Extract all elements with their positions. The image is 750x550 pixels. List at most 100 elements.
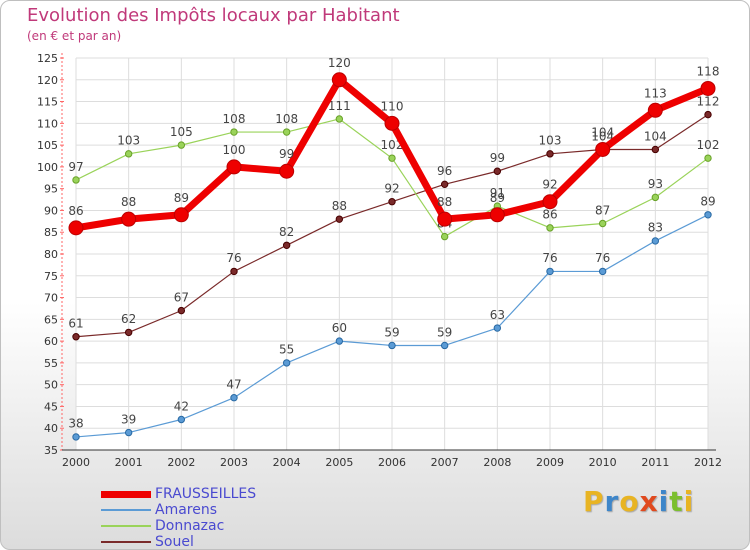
data-point-frausseilles [68, 220, 84, 236]
data-point-amarens [704, 211, 712, 219]
proxiti-logo: Proxiti [583, 485, 695, 518]
data-label-donnazac: 91 [490, 186, 505, 200]
data-point-frausseilles [121, 211, 137, 227]
data-label-amarens: 39 [121, 412, 136, 426]
x-tick-label: 2005 [325, 456, 353, 469]
data-point-frausseilles [331, 72, 347, 88]
x-tick-label: 2006 [378, 456, 406, 469]
data-label-donnazac: 108 [275, 112, 298, 126]
data-point-souel [546, 150, 554, 158]
data-label-amarens: 55 [279, 343, 294, 357]
data-label-amarens: 63 [490, 308, 505, 322]
data-point-amarens [651, 237, 660, 245]
y-tick-label: 110 [37, 117, 58, 130]
data-label-donnazac: 93 [648, 177, 663, 191]
y-tick-label: 105 [37, 139, 58, 152]
legend-label: Souel [155, 534, 194, 550]
data-label-frausseilles: 92 [542, 178, 557, 192]
data-point-souel [388, 198, 396, 206]
x-tick-label: 2010 [589, 456, 617, 469]
data-point-amarens [72, 433, 80, 441]
data-point-donnazac [124, 150, 133, 158]
data-label-frausseilles: 89 [490, 191, 505, 205]
data-label-frausseilles: 99 [279, 147, 294, 161]
y-tick-label: 125 [37, 52, 58, 65]
data-label-souel: 62 [121, 312, 136, 326]
data-label-frausseilles: 118 [697, 64, 720, 78]
data-label-frausseilles: 110 [381, 99, 404, 113]
data-point-donnazac [598, 219, 607, 228]
data-point-frausseilles [279, 163, 295, 179]
data-label-souel: 67 [174, 290, 189, 304]
data-label-frausseilles: 120 [328, 56, 351, 70]
data-point-donnazac [546, 224, 554, 232]
data-label-amarens: 89 [700, 195, 715, 209]
data-label-frausseilles: 88 [121, 195, 136, 209]
data-point-amarens [493, 324, 502, 332]
y-tick-label: 40 [44, 422, 58, 435]
data-point-souel [335, 215, 344, 223]
y-tick-label: 50 [44, 379, 58, 392]
data-label-souel: 104 [591, 129, 614, 143]
data-point-souel [230, 267, 238, 276]
data-point-amarens [335, 337, 344, 345]
data-point-souel [124, 328, 133, 337]
y-tick-label: 115 [37, 96, 58, 109]
data-label-frausseilles: 89 [174, 191, 189, 205]
x-tick-label: 2003 [220, 456, 248, 469]
y-tick-label: 100 [37, 161, 58, 174]
legend-swatch [101, 509, 151, 511]
series-amarens: 38 39 42 47 55 60 59 59 63 76 76 83 89 [68, 195, 716, 441]
data-point-donnazac [230, 128, 238, 136]
y-tick-label: 65 [44, 313, 58, 326]
data-point-donnazac [177, 141, 186, 149]
y-tick-label: 60 [44, 335, 58, 348]
data-point-frausseilles [647, 102, 663, 118]
data-label-souel: 88 [332, 199, 347, 213]
data-point-souel [493, 167, 502, 175]
x-tick-label: 2009 [536, 456, 564, 469]
data-label-souel: 82 [279, 225, 294, 239]
data-point-frausseilles [595, 141, 611, 157]
legend-swatch [101, 490, 151, 498]
data-label-frausseilles: 104 [591, 125, 614, 139]
data-label-frausseilles: 86 [68, 204, 83, 218]
data-label-amarens: 42 [174, 399, 189, 413]
series-frausseilles: 86 88 89 100 99 120 110 88 89 92 104 113 118 [68, 56, 720, 236]
data-point-souel [704, 110, 712, 119]
data-point-donnazac [651, 193, 660, 202]
data-point-souel [72, 333, 80, 341]
data-label-donnazac: 86 [542, 208, 557, 222]
data-point-souel [282, 241, 291, 249]
y-tick-label: 85 [44, 226, 58, 239]
data-label-frausseilles: 113 [644, 86, 667, 100]
legend-label: Amarens [155, 502, 218, 518]
x-tick-label: 2008 [483, 456, 511, 469]
y-tick-label: 90 [44, 204, 58, 217]
data-label-amarens: 76 [542, 251, 557, 265]
data-label-souel: 96 [437, 164, 452, 178]
series-donnazac: 971031051081081111028491868793102 [68, 99, 720, 241]
data-label-frausseilles: 100 [223, 143, 246, 157]
data-label-souel: 92 [384, 182, 399, 196]
data-point-frausseilles [226, 159, 242, 175]
data-point-souel [651, 145, 660, 154]
data-point-frausseilles [489, 207, 505, 223]
data-label-amarens: 60 [332, 321, 347, 335]
data-point-amarens [598, 267, 607, 276]
x-tick-label: 2011 [641, 456, 669, 469]
data-point-amarens [124, 428, 133, 437]
data-label-souel: 112 [697, 94, 720, 108]
data-point-frausseilles [542, 194, 558, 210]
data-label-donnazac: 105 [170, 125, 193, 139]
data-point-donnazac [335, 115, 344, 123]
y-tick-label: 70 [44, 292, 58, 305]
x-tick-label: 2002 [167, 456, 195, 469]
y-tick-label: 80 [44, 248, 58, 261]
data-label-amarens: 47 [226, 378, 241, 392]
data-label-amarens: 83 [648, 221, 663, 235]
data-label-souel: 104 [644, 129, 667, 143]
data-label-donnazac: 102 [697, 138, 720, 152]
x-tick-label: 2000 [62, 456, 90, 469]
y-tick-label: 45 [44, 400, 58, 413]
